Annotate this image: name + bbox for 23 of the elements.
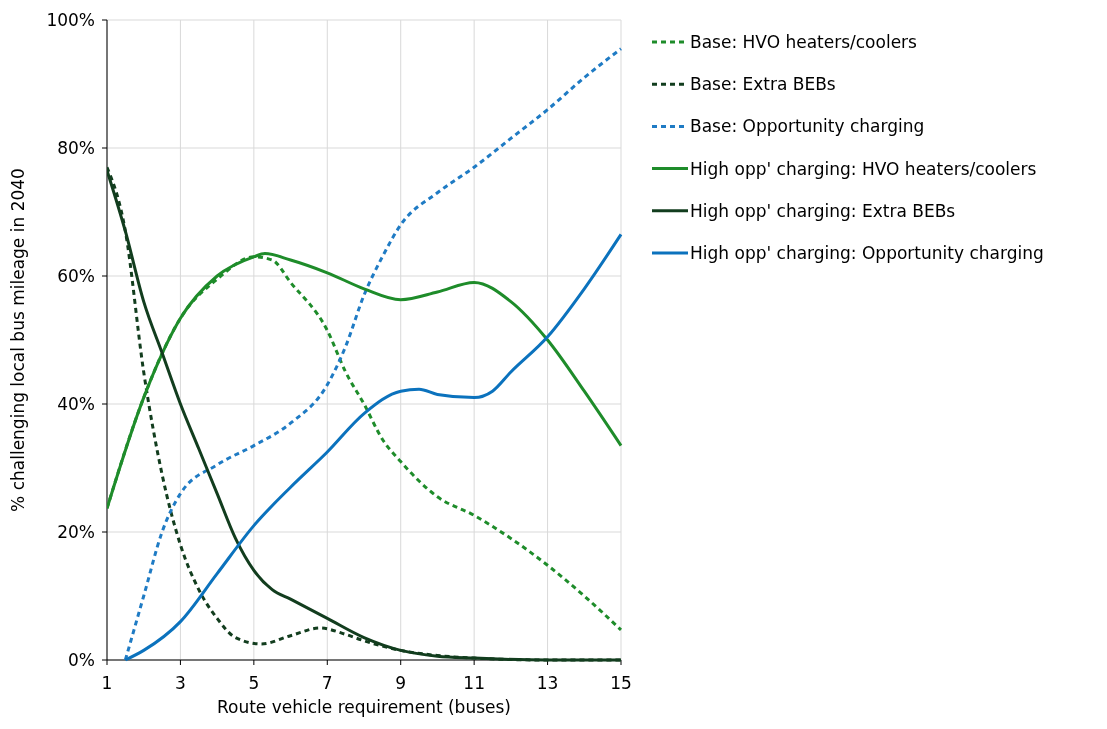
line-series [123,47,623,662]
x-tick-label: 11 [463,673,485,693]
x-tick-label: 15 [610,673,632,693]
y-tick-label: 60% [57,266,95,286]
legend-label: Base: Opportunity charging [690,116,925,137]
y-tick-label: 20% [57,522,95,542]
x-tick-label: 1 [101,673,113,693]
y-axis-title: % challenging local bus mileage in 2040 [8,168,28,512]
legend-label: High opp' charging: HVO heaters/coolers [690,158,1037,179]
x-tick-label: 3 [175,673,186,693]
x-tick-label: 5 [248,673,260,693]
x-tick-label: 7 [321,673,333,693]
y-tick-label: 80% [57,138,95,158]
y-tick-label: 100% [46,10,95,30]
legend-label: High opp' charging: Opportunity charging [690,243,1044,263]
y-tick-label: 0% [68,650,95,670]
x-axis-title: Route vehicle requirement (buses) [216,697,512,717]
legend-label: High opp' charging: Extra BEBs [690,200,956,221]
y-tick-label: 40% [57,394,95,414]
legend-label: Base: HVO heaters/coolers [690,32,918,52]
x-tick-label: 9 [395,673,407,693]
legend-label: Base: Extra BEBs [690,74,836,95]
x-tick-label: 13 [536,673,559,693]
